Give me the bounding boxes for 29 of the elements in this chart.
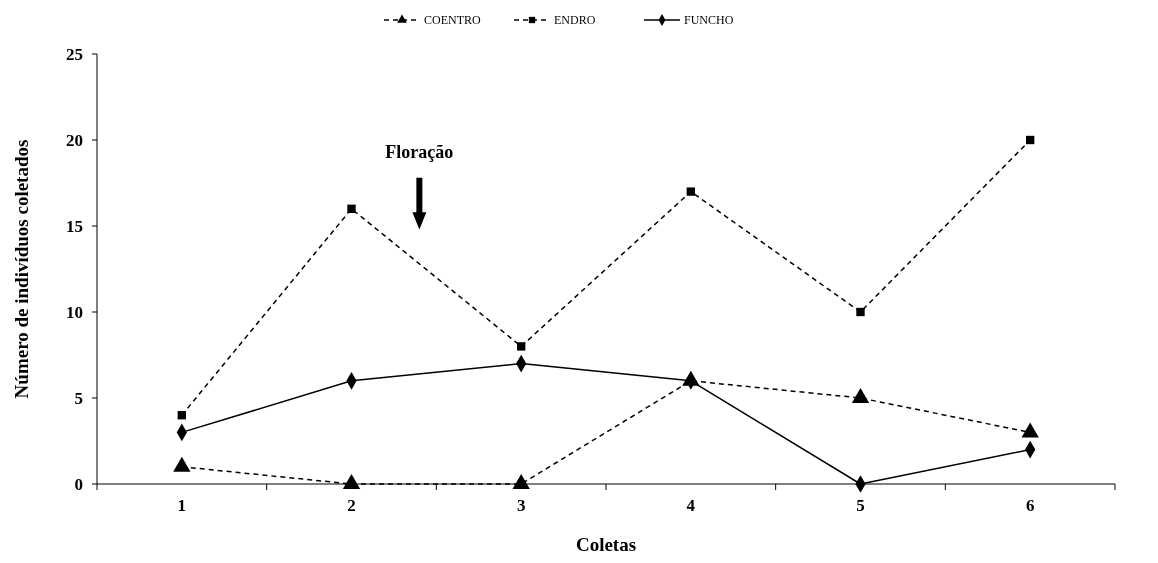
point (342, 474, 361, 489)
annotation: Floração (385, 141, 454, 162)
y-tick-label: 10 (66, 302, 83, 322)
point (173, 456, 191, 472)
point (686, 187, 696, 196)
x-tick-label: 2 (347, 496, 356, 515)
x-tick-label: 1 (177, 496, 187, 515)
point (177, 411, 187, 420)
x-axis-title: Coletas (575, 534, 637, 555)
y-tick-label: 15 (66, 216, 83, 236)
legend-label: FUNCHO (684, 13, 734, 28)
y-tick-label: 0 (74, 474, 83, 494)
point (347, 204, 356, 213)
legend-label: COENTRO (424, 13, 481, 28)
y-tick-label: 20 (66, 130, 83, 150)
point (851, 388, 870, 403)
y-tick-label: 5 (74, 388, 83, 408)
point (516, 342, 526, 351)
y-tick-label: 25 (66, 44, 83, 64)
point (1025, 135, 1035, 145)
point (856, 307, 865, 317)
point (512, 474, 530, 489)
x-tick-label: 4 (686, 496, 696, 515)
y-axis-title: Número de indivíduos coletados (11, 139, 32, 399)
legend-label: ENDRO (554, 13, 596, 28)
x-tick-label: 6 (1025, 496, 1035, 515)
x-tick-label: 3 (516, 496, 526, 515)
x-tick-label: 5 (856, 496, 865, 515)
point (1021, 422, 1039, 438)
